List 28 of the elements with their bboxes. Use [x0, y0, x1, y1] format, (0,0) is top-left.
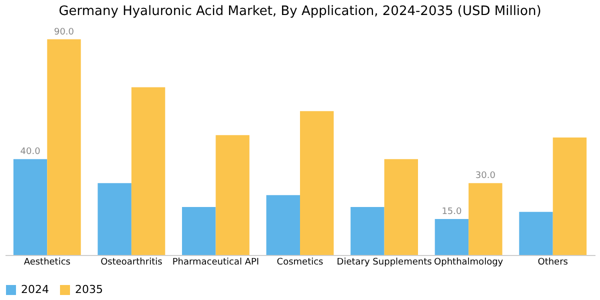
bar — [552, 138, 587, 255]
x-tick-label: Pharmaceutical API — [172, 258, 260, 268]
x-tick-label: Ophthalmology — [434, 258, 504, 268]
bar — [131, 87, 166, 255]
bar — [47, 39, 81, 255]
bar — [13, 159, 48, 255]
bar — [216, 135, 250, 255]
chart-title: Germany Hyaluronic Acid Market, By Application, 2024-2035 (USD Million) — [58, 4, 542, 19]
bar — [434, 219, 469, 255]
x-tick-label: Aesthetics — [24, 258, 71, 268]
data-label: 40.0 — [20, 147, 41, 158]
data-label: 15.0 — [442, 207, 462, 218]
x-tick-label: Cosmetics — [276, 258, 324, 268]
bar — [182, 207, 216, 255]
bar — [468, 183, 502, 255]
bar — [519, 212, 553, 255]
data-label: 30.0 — [475, 171, 496, 182]
bar — [300, 111, 334, 255]
bar — [266, 195, 300, 255]
bar — [98, 183, 132, 255]
bar — [350, 207, 384, 255]
bar — [384, 159, 418, 255]
legend-label: 2035 — [75, 283, 103, 296]
x-tick-label: Osteoarthritis — [100, 258, 163, 268]
x-tick-label: Dietary Supplements — [336, 258, 432, 268]
x-tick-label: Others — [538, 258, 568, 268]
legend-label: 2024 — [21, 283, 49, 296]
data-label: 90.0 — [54, 27, 74, 38]
